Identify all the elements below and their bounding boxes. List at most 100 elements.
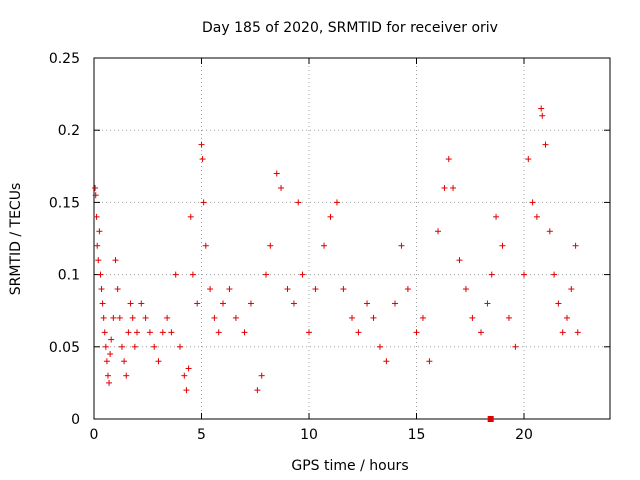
data-point bbox=[247, 300, 254, 307]
data-point bbox=[321, 242, 328, 249]
y-tick-label: 0.05 bbox=[49, 340, 80, 356]
data-point bbox=[538, 105, 545, 112]
data-point bbox=[146, 329, 153, 336]
data-point bbox=[521, 271, 527, 278]
data-point bbox=[273, 170, 280, 177]
y-axis-label: SRMTID / TECUs bbox=[8, 183, 24, 296]
data-point bbox=[102, 343, 109, 350]
data-point bbox=[525, 156, 532, 163]
data-point bbox=[370, 314, 377, 321]
data-point bbox=[290, 300, 297, 307]
data-point bbox=[404, 286, 411, 293]
data-point bbox=[441, 184, 448, 191]
data-point bbox=[462, 286, 469, 293]
data-point bbox=[101, 329, 108, 336]
data-point bbox=[258, 372, 265, 379]
data-point bbox=[207, 286, 214, 293]
data-point bbox=[103, 358, 110, 365]
data-point bbox=[92, 184, 99, 191]
data-point bbox=[574, 329, 581, 336]
chart-title: Day 185 of 2020, SRMTID for receiver ori… bbox=[202, 20, 498, 36]
data-point bbox=[559, 329, 566, 336]
data-point bbox=[200, 199, 207, 206]
data-point bbox=[185, 365, 192, 372]
data-point bbox=[232, 314, 239, 321]
data-point bbox=[435, 228, 441, 235]
data-point bbox=[112, 257, 119, 264]
data-point bbox=[469, 314, 476, 321]
x-tick-label: 5 bbox=[197, 427, 206, 443]
data-point bbox=[99, 300, 106, 307]
data-point bbox=[340, 286, 347, 293]
data-point bbox=[95, 257, 102, 264]
data-point bbox=[172, 271, 179, 278]
data-point bbox=[364, 300, 371, 307]
data-point bbox=[551, 271, 558, 278]
y-tick-label: 0.2 bbox=[58, 123, 80, 139]
x-tick-label: 0 bbox=[90, 427, 99, 443]
data-point bbox=[189, 271, 196, 278]
data-point bbox=[110, 314, 117, 321]
data-point bbox=[383, 358, 390, 365]
data-point bbox=[181, 372, 188, 379]
data-point bbox=[555, 300, 562, 307]
data-point bbox=[456, 257, 463, 264]
data-point bbox=[198, 141, 205, 148]
x-axis-label: GPS time / hours bbox=[291, 458, 408, 474]
data-point bbox=[211, 314, 218, 321]
data-point bbox=[478, 329, 484, 336]
data-point bbox=[116, 314, 123, 321]
data-point bbox=[127, 300, 134, 307]
data-point bbox=[129, 314, 136, 321]
data-point bbox=[445, 156, 452, 163]
data-point bbox=[118, 343, 125, 350]
data-point bbox=[121, 358, 128, 365]
data-point bbox=[392, 300, 398, 307]
grid-lines bbox=[94, 58, 610, 419]
data-point bbox=[96, 228, 103, 235]
data-point bbox=[568, 286, 575, 293]
data-point bbox=[131, 343, 138, 350]
data-point bbox=[413, 329, 420, 336]
data-point bbox=[327, 213, 334, 220]
data-point bbox=[194, 300, 201, 307]
data-point bbox=[488, 271, 495, 278]
data-point bbox=[138, 300, 145, 307]
data-point bbox=[92, 192, 99, 199]
data-point bbox=[572, 242, 579, 249]
data-point bbox=[106, 379, 113, 386]
data-point bbox=[542, 141, 549, 148]
data-point bbox=[484, 300, 491, 307]
data-point bbox=[202, 242, 209, 249]
data-point bbox=[241, 329, 248, 336]
data-point bbox=[187, 213, 194, 220]
data-point bbox=[226, 286, 233, 293]
data-point bbox=[100, 314, 107, 321]
data-point bbox=[177, 343, 183, 350]
y-tick-label: 0.25 bbox=[49, 51, 80, 67]
data-point bbox=[505, 314, 512, 321]
data-point bbox=[108, 336, 115, 343]
data-point bbox=[104, 372, 111, 379]
data-point bbox=[564, 314, 570, 321]
data-point bbox=[312, 286, 319, 293]
y-tick-label: 0 bbox=[71, 412, 80, 428]
x-tick-label: 15 bbox=[408, 427, 426, 443]
data-point bbox=[284, 286, 291, 293]
data-point bbox=[199, 156, 206, 163]
data-point bbox=[539, 112, 546, 119]
data-points bbox=[92, 105, 581, 422]
data-point bbox=[546, 228, 553, 235]
axes: 0 5 10 15 20 0 0.05 0.1 0.15 0.2 0.25 bbox=[49, 51, 610, 443]
data-point bbox=[114, 286, 121, 293]
data-point bbox=[278, 184, 285, 191]
data-point bbox=[306, 329, 312, 336]
data-point bbox=[215, 329, 222, 336]
data-point bbox=[123, 372, 130, 379]
data-point bbox=[493, 213, 500, 220]
data-point bbox=[151, 343, 158, 350]
data-point bbox=[159, 329, 166, 336]
data-point bbox=[450, 184, 457, 191]
data-point bbox=[426, 358, 433, 365]
